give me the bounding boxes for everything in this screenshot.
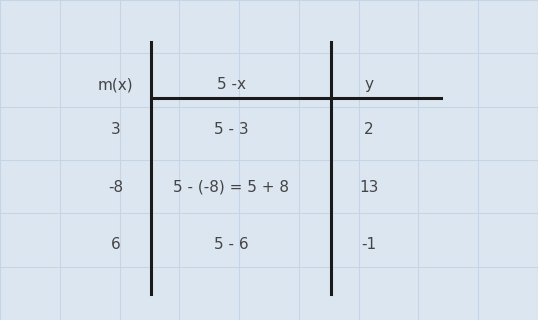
Text: 5 - 6: 5 - 6	[214, 237, 249, 252]
Text: 5 -x: 5 -x	[217, 77, 246, 92]
Text: 5 - 3: 5 - 3	[214, 122, 249, 137]
Text: 3: 3	[111, 122, 121, 137]
Text: m(x): m(x)	[98, 77, 133, 92]
Text: -8: -8	[108, 180, 123, 195]
Text: y: y	[364, 77, 373, 92]
Text: 2: 2	[364, 122, 373, 137]
Text: 6: 6	[111, 237, 121, 252]
Text: 5 - (-8) = 5 + 8: 5 - (-8) = 5 + 8	[173, 180, 289, 195]
Text: 13: 13	[359, 180, 378, 195]
Text: -1: -1	[361, 237, 376, 252]
